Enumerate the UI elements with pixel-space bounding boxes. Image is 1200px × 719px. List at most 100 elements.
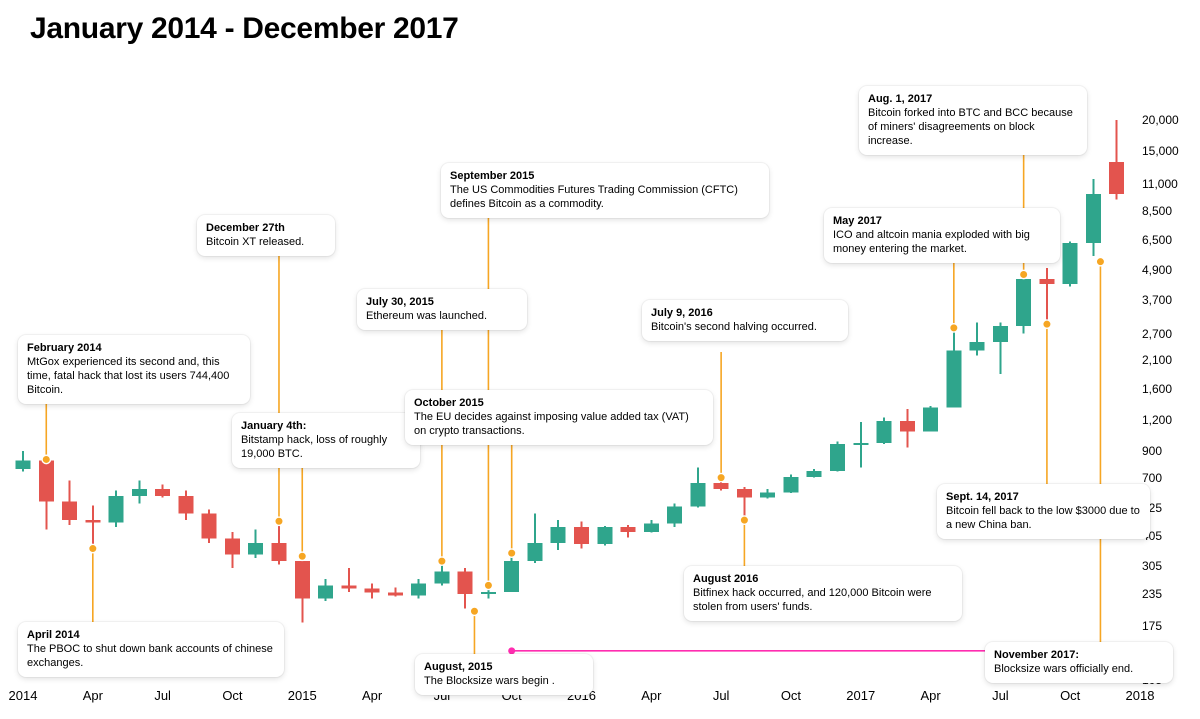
candle [807, 471, 822, 477]
annotation-dot [507, 549, 515, 557]
candle [1109, 162, 1124, 194]
annotation-dot [438, 557, 446, 565]
candle [1039, 279, 1054, 284]
candle [551, 527, 566, 543]
candle [714, 483, 729, 489]
candle [621, 527, 636, 532]
blocksize-end-dot [1090, 647, 1097, 654]
candle [388, 593, 403, 596]
y-axis-tick-label: 105 [1142, 673, 1192, 687]
x-axis-tick-label: Apr [920, 688, 940, 703]
candle [248, 543, 263, 555]
x-axis-tick-label: Oct [502, 688, 522, 703]
x-axis-tick-label: Apr [362, 688, 382, 703]
candle [341, 585, 356, 588]
annotation-dot [275, 517, 283, 525]
x-axis-tick-label: Oct [222, 688, 242, 703]
candle [504, 561, 519, 592]
y-axis-tick-label: 2,100 [1142, 353, 1192, 367]
y-axis-tick-label: 2,700 [1142, 327, 1192, 341]
candle [667, 506, 682, 523]
candle [830, 444, 845, 471]
annotation-dot [740, 516, 748, 524]
y-axis-tick-label: 235 [1142, 587, 1192, 601]
candle [690, 483, 705, 506]
x-axis-tick-label: Jul [713, 688, 730, 703]
y-axis-tick-label: 700 [1142, 471, 1192, 485]
chart-title: January 2014 - December 2017 [30, 12, 459, 46]
y-axis-tick-label: 305 [1142, 559, 1192, 573]
annotation-dot [1019, 270, 1027, 278]
x-axis-tick-label: Oct [1060, 688, 1080, 703]
annotation-dot [1096, 257, 1104, 265]
candle [946, 351, 961, 408]
candle [1016, 279, 1031, 326]
annotation-dot [470, 607, 478, 615]
annotation-dot [42, 455, 50, 463]
annotation-dot [1043, 320, 1051, 328]
annotation-dot [89, 544, 97, 552]
candle [458, 572, 473, 594]
y-axis-tick-label: 20,000 [1142, 113, 1192, 127]
candle [109, 496, 124, 523]
candle [318, 585, 333, 598]
candle [271, 543, 286, 561]
annotation-dot [298, 552, 306, 560]
x-axis-tick-label: 2015 [288, 688, 317, 703]
candle [993, 326, 1008, 342]
x-axis-tick-label: 2016 [567, 688, 596, 703]
x-axis-tick-label: Jul [154, 688, 171, 703]
candle [411, 583, 426, 595]
candle [16, 461, 31, 469]
y-axis-tick-label: 900 [1142, 444, 1192, 458]
candle [132, 489, 147, 496]
x-axis-tick-label: Apr [641, 688, 661, 703]
x-axis-tick-label: Apr [83, 688, 103, 703]
candle [85, 520, 100, 522]
y-axis-tick-label: 6,500 [1142, 233, 1192, 247]
candle [365, 588, 380, 592]
candle [202, 514, 217, 539]
y-axis-tick-label: 405 [1142, 529, 1192, 543]
x-axis-tick-label: 2017 [846, 688, 875, 703]
y-axis-tick-label: 135 [1142, 646, 1192, 660]
y-axis-tick-label: 1,200 [1142, 413, 1192, 427]
y-axis-tick-label: 4,900 [1142, 263, 1192, 277]
candle [295, 561, 310, 599]
candle [877, 421, 892, 443]
candlestick-chart [0, 0, 1200, 719]
y-axis-tick-label: 525 [1142, 501, 1192, 515]
x-axis-tick-label: 2014 [9, 688, 38, 703]
y-axis-tick-label: 175 [1142, 619, 1192, 633]
candle [155, 489, 170, 496]
y-axis-tick-label: 15,000 [1142, 144, 1192, 158]
candle [178, 496, 193, 514]
candle [923, 408, 938, 432]
x-axis-tick-label: Jul [434, 688, 451, 703]
y-axis-tick-label: 1,600 [1142, 382, 1192, 396]
candle [970, 342, 985, 351]
candle [644, 524, 659, 533]
candle [39, 461, 54, 502]
candle [225, 539, 240, 555]
candle [853, 443, 868, 445]
candle [1063, 243, 1078, 284]
candle [783, 477, 798, 492]
candle [434, 572, 449, 584]
y-axis-tick-label: 3,700 [1142, 293, 1192, 307]
annotation-dot [484, 581, 492, 589]
candle [62, 501, 77, 520]
candle [527, 543, 542, 561]
x-axis-tick-label: 2018 [1126, 688, 1155, 703]
annotation-dot [950, 324, 958, 332]
candle [481, 592, 496, 594]
annotation-dot [717, 473, 725, 481]
candle [574, 527, 589, 544]
candle [1086, 194, 1101, 243]
blocksize-start-dot [508, 647, 515, 654]
y-axis-tick-label: 8,500 [1142, 204, 1192, 218]
candle [760, 492, 775, 497]
y-axis-tick-label: 11,000 [1142, 177, 1192, 191]
candle [737, 489, 752, 498]
candle [597, 527, 612, 544]
